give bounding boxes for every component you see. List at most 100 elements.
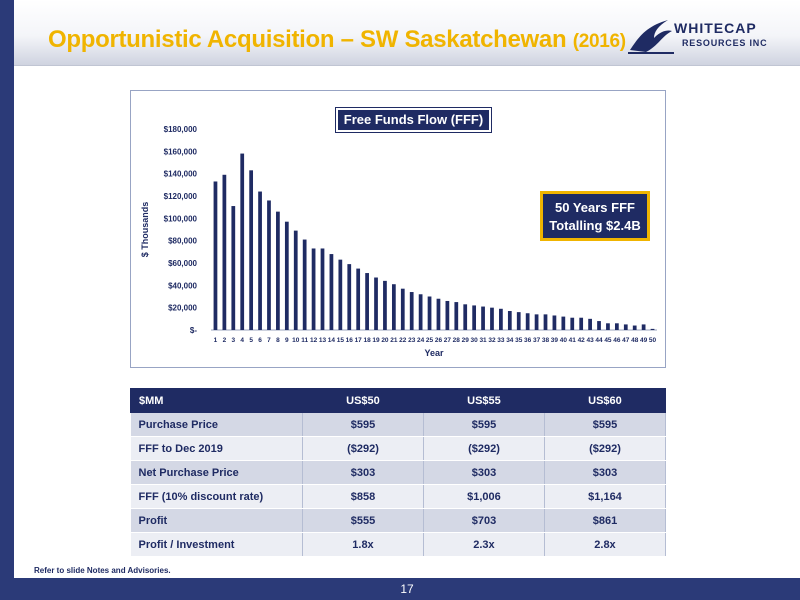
x-tick-label: 32 xyxy=(488,337,496,344)
table-cell: $595 xyxy=(302,412,424,437)
table-cell: 2.8x xyxy=(544,532,667,557)
header-mm: $MM xyxy=(130,388,303,413)
table-cell: 2.3x xyxy=(423,532,545,557)
bar xyxy=(293,230,298,330)
bar xyxy=(222,174,227,330)
bar xyxy=(463,304,468,330)
x-tick-label: 23 xyxy=(408,337,416,344)
x-tick-label: 29 xyxy=(462,337,470,344)
x-tick-label: 28 xyxy=(453,337,461,344)
bar xyxy=(543,314,548,330)
x-tick-label: 12 xyxy=(310,337,318,344)
table-row: Purchase Price $595 $595 $595 xyxy=(130,412,667,437)
x-tick-label: 10 xyxy=(292,337,300,344)
x-tick-label: 46 xyxy=(613,337,621,344)
row-label: FFF to Dec 2019 xyxy=(130,436,303,461)
table-cell: $303 xyxy=(423,460,545,485)
bar xyxy=(240,153,245,330)
x-tick-label: 39 xyxy=(551,337,559,344)
y-tick-label: $80,000 xyxy=(168,237,197,246)
bar xyxy=(534,314,539,330)
bar xyxy=(418,294,423,330)
x-tick-label: 11 xyxy=(301,337,308,344)
bar xyxy=(445,300,450,330)
bar xyxy=(516,312,521,330)
chart-callout: 50 Years FFF Totalling $2.4B xyxy=(540,191,650,241)
x-tick-label: 1 xyxy=(214,337,218,344)
header-us50: US$50 xyxy=(302,388,424,413)
table-cell: $858 xyxy=(302,484,424,509)
bar xyxy=(525,313,530,330)
table-row: Net Purchase Price $303 $303 $303 xyxy=(130,460,667,485)
x-tick-label: 35 xyxy=(515,337,523,344)
x-tick-label: 3 xyxy=(231,337,235,344)
x-tick-label: 20 xyxy=(381,337,389,344)
table-cell: $703 xyxy=(423,508,545,533)
x-tick-label: 44 xyxy=(595,337,603,344)
y-tick-label: $- xyxy=(190,326,197,335)
bar xyxy=(614,323,619,330)
bar xyxy=(597,321,601,330)
bar xyxy=(258,191,262,330)
bar xyxy=(570,317,575,330)
x-tick-label: 16 xyxy=(346,337,354,344)
bar xyxy=(606,323,610,330)
page-number: 17 xyxy=(400,582,414,596)
bar xyxy=(561,316,566,330)
x-tick-label: 40 xyxy=(560,337,568,344)
callout-line-1: 50 Years FFF xyxy=(555,200,635,215)
table-cell: $861 xyxy=(544,508,667,533)
fff-chart: $- $20,000 $40,000 $60,000 $80,000 $100,000 $1… xyxy=(130,90,666,368)
y-tick-label: $60,000 xyxy=(168,259,197,268)
x-tick-label: 26 xyxy=(435,337,443,344)
x-tick-label: 6 xyxy=(258,337,262,344)
left-accent-bar xyxy=(0,0,14,600)
bar xyxy=(249,170,254,330)
x-tick-label: 19 xyxy=(372,337,380,344)
bar xyxy=(427,296,432,330)
x-tick-label: 47 xyxy=(622,337,630,344)
bar xyxy=(409,292,414,330)
wave-icon xyxy=(628,20,674,54)
table-row: Profit / Investment 1.8x 2.3x 2.8x xyxy=(130,532,667,557)
x-tick-label: 37 xyxy=(533,337,541,344)
x-tick-label: 24 xyxy=(417,337,425,344)
x-tick-label: 13 xyxy=(319,337,327,344)
x-tick-label: 43 xyxy=(586,337,594,344)
bar-chart-svg: $- $20,000 $40,000 $60,000 $80,000 $100,000 $1… xyxy=(140,125,657,358)
bar xyxy=(400,288,405,330)
bar xyxy=(490,307,494,330)
y-tick-label: $120,000 xyxy=(164,192,198,201)
table-cell: $595 xyxy=(544,412,667,437)
table-cell: $555 xyxy=(302,508,424,533)
x-tick-label: 41 xyxy=(569,337,577,344)
table-cell: $303 xyxy=(544,460,667,485)
company-logo: WHITECAP RESOURCES INC xyxy=(628,14,788,58)
row-label: Profit / Investment xyxy=(130,532,303,557)
bar xyxy=(374,277,378,330)
row-label: Net Purchase Price xyxy=(130,460,303,485)
x-tick-label: 48 xyxy=(631,337,639,344)
bar xyxy=(391,284,396,330)
x-tick-label: 15 xyxy=(337,337,345,344)
slide-title-main: Opportunistic Acquisition – SW Saskatche… xyxy=(48,26,567,53)
x-tick-label: 8 xyxy=(276,337,280,344)
bar xyxy=(356,268,361,330)
bar xyxy=(650,328,655,330)
y-tick-label: $40,000 xyxy=(168,281,197,290)
x-tick-label: 36 xyxy=(524,337,532,344)
bar xyxy=(276,211,280,330)
logo-wordmark: WHITECAP xyxy=(674,20,757,36)
callout-line-2: Totalling $2.4B xyxy=(549,218,641,233)
bar xyxy=(588,318,592,330)
slide-title-year: (2016) xyxy=(572,31,626,52)
bar xyxy=(267,200,271,330)
bar xyxy=(329,254,334,330)
x-tick-label: 30 xyxy=(471,337,479,344)
bar xyxy=(383,280,387,330)
bar xyxy=(623,324,628,330)
table-cell: ($292) xyxy=(544,436,667,461)
table-cell: ($292) xyxy=(423,436,545,461)
y-tick-label: $20,000 xyxy=(168,304,197,313)
y-axis-title: $ Thousands xyxy=(140,202,150,258)
